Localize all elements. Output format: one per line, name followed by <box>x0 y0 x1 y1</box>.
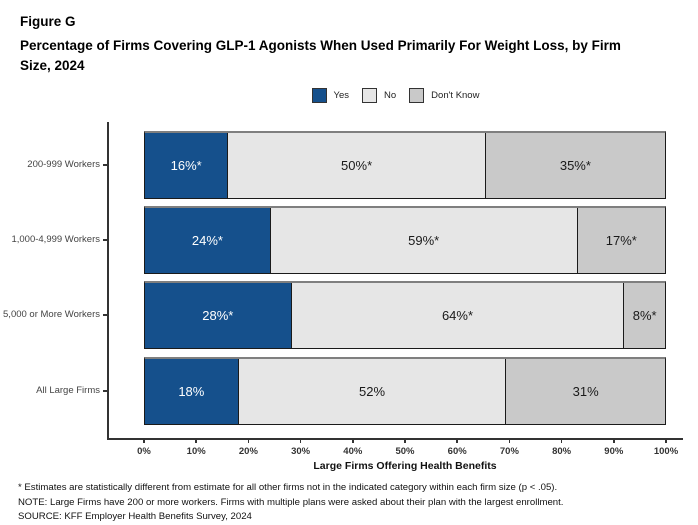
value-label: 64%* <box>441 308 474 323</box>
bar-row-all-large-firms: 18% 52% 31% <box>144 357 666 425</box>
x-axis-tick-label: 90% <box>604 446 624 457</box>
value-label: 17%* <box>605 233 637 248</box>
bar-segment-no: 52% <box>237 359 506 424</box>
x-axis-tick-label: 0% <box>137 446 151 457</box>
x-axis-tick-label: 20% <box>238 446 258 457</box>
footnote-note: NOTE: Large Firms have 200 or more worke… <box>18 496 564 508</box>
x-axis-tick <box>143 439 145 443</box>
bar-segment-no: 50%* <box>227 133 485 198</box>
bar-row-200-999-workers: 16%* 50%* 35%* <box>144 131 666 199</box>
x-axis-tick <box>508 439 511 443</box>
legend-swatch-no <box>362 87 378 103</box>
legend-swatch-don-t-know <box>409 87 425 103</box>
bar-row-1-000-4-999-workers: 24%* 59%* 17%* <box>144 206 666 274</box>
x-axis-tick-label: 10% <box>186 446 206 457</box>
figure-title-line1: Percentage of Firms Covering GLP-1 Agoni… <box>20 38 621 53</box>
legend: Yes No Don't Know <box>108 86 683 104</box>
legend-item-yes: Yes <box>311 87 350 103</box>
legend-label-yes: Yes <box>333 89 350 101</box>
footnote-source: SOURCE: KFF Employer Health Benefits Sur… <box>18 511 252 522</box>
legend-swatch-yes <box>311 87 327 103</box>
footnote-asterisk: * Estimates are statistically different … <box>18 482 558 493</box>
figure-label: Figure G <box>20 14 76 29</box>
x-axis-tick <box>299 439 302 443</box>
value-label: 8%* <box>632 308 657 323</box>
x-axis-line <box>107 438 683 440</box>
legend-item-don-t-know: Don't Know <box>409 87 480 103</box>
bar-segment-don-t-know: 31% <box>505 359 665 424</box>
bar-segment-yes: 16%* <box>145 133 228 198</box>
y-axis-label-all-large-firms: All Large Firms <box>36 385 100 396</box>
bar-segment-yes: 24%* <box>145 208 270 273</box>
x-axis-tick <box>456 439 458 443</box>
x-axis-tick-label: 70% <box>499 446 519 457</box>
bar-segment-yes: 18% <box>145 359 238 424</box>
value-label: 31% <box>572 384 599 399</box>
x-axis-tick-label: 30% <box>291 446 311 457</box>
value-label: 18% <box>178 384 205 399</box>
y-axis-tick <box>102 239 107 241</box>
x-axis-tick <box>613 439 615 443</box>
x-axis-tick-label: 40% <box>343 446 363 457</box>
y-axis-label-200-999-workers: 200-999 Workers <box>27 159 100 170</box>
y-axis-tick <box>102 314 107 316</box>
x-axis-title: Large Firms Offering Health Benefits <box>313 460 497 472</box>
x-axis-tick <box>665 439 667 443</box>
x-axis-tick-label: 80% <box>552 446 572 457</box>
x-axis-tick <box>352 439 354 443</box>
bar-segment-don-t-know: 35%* <box>484 133 665 198</box>
y-axis-label-1-000-4-999-workers: 1,000-4,999 Workers <box>11 234 100 245</box>
bar-row-5-000-or-more-workers: 28%* 64%* 8%* <box>144 281 666 349</box>
bar-segment-don-t-know: 17%* <box>576 208 665 273</box>
footnotes: * Estimates are statistically different … <box>18 481 688 525</box>
legend-label-no: No <box>384 89 397 101</box>
x-axis-tick <box>247 439 250 443</box>
value-label: 16%* <box>170 158 202 173</box>
chart-plot: Large Firms Offering Health Benefits 200… <box>0 120 698 480</box>
bar-segment-no: 64%* <box>290 283 624 348</box>
legend-item-no: No <box>362 87 397 103</box>
bar-segment-yes: 28%* <box>145 283 291 348</box>
value-label: 28%* <box>202 308 234 323</box>
x-axis-tick <box>560 439 563 443</box>
legend-label-don-t-know: Don't Know <box>431 89 480 101</box>
value-label: 52% <box>359 384 386 399</box>
x-axis-tick-label: 50% <box>395 446 415 457</box>
bar-segment-don-t-know: 8%* <box>623 283 665 348</box>
y-axis-line <box>107 122 109 439</box>
x-axis-tick <box>404 439 406 443</box>
value-label: 59%* <box>408 233 440 248</box>
value-label: 50%* <box>341 158 373 173</box>
y-axis-tick <box>102 164 107 166</box>
x-axis-tick-label: 60% <box>447 446 467 457</box>
value-label: 24%* <box>191 233 223 248</box>
y-axis-label-5-000-or-more-workers: 5,000 or More Workers <box>3 309 100 320</box>
x-axis-tick <box>195 439 197 443</box>
figure-title: Percentage of Firms Covering GLP-1 Agoni… <box>20 36 685 76</box>
figure-title-line2: Size, 2024 <box>20 58 85 73</box>
x-axis-tick-label: 100% <box>653 446 679 457</box>
bar-segment-no: 59%* <box>269 208 577 273</box>
value-label: 35%* <box>559 158 591 173</box>
y-axis-tick <box>102 390 107 392</box>
